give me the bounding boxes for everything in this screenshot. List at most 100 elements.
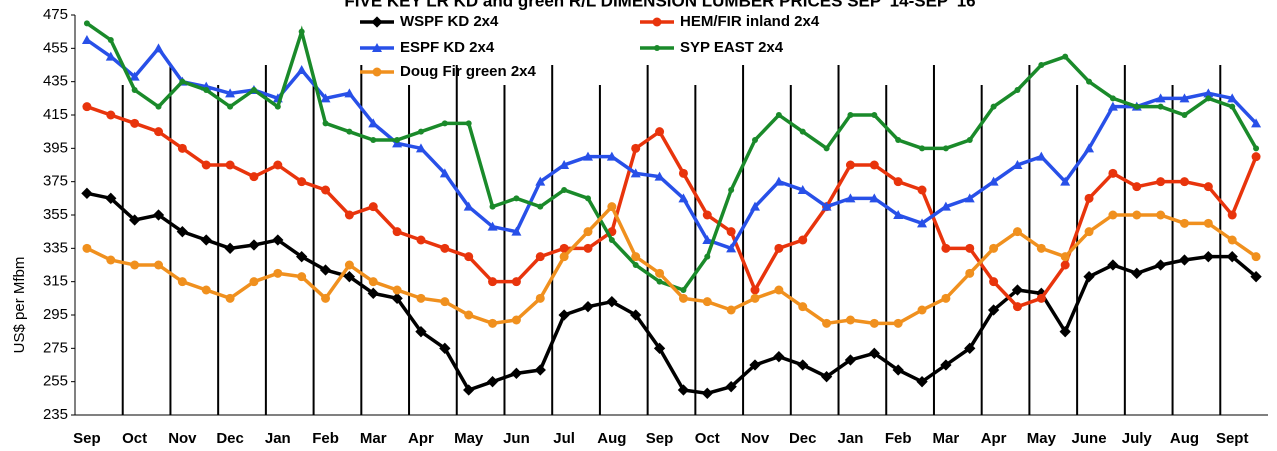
point [296,65,307,74]
point [823,145,830,152]
point [965,268,975,278]
point [128,214,141,226]
y-axis-label: US$ per Mfbm [11,257,28,354]
point [749,359,761,371]
point [583,227,593,237]
point [1179,177,1189,187]
point [607,202,617,212]
point [1229,103,1236,110]
point [1179,218,1189,228]
point [155,103,162,110]
point [1156,210,1166,220]
point [154,260,164,270]
point [822,318,832,328]
point [774,285,784,295]
point [561,187,568,193]
point [799,128,806,135]
point [273,268,283,278]
point [201,285,211,295]
point [559,243,569,253]
legend-marker [654,45,660,51]
point [344,260,354,270]
y-tick-label: 435 [43,73,68,90]
point [1227,93,1238,103]
point [465,120,472,127]
point [346,128,353,135]
point [535,293,545,303]
point [1253,145,1260,152]
point [1083,271,1095,283]
point [487,221,498,231]
x-tick-label: June [1072,430,1107,447]
point [106,110,116,120]
point [153,43,164,53]
point [989,243,999,253]
legend-label: WSPF KD 2x4 [400,13,499,30]
point [940,201,951,211]
point [559,160,570,169]
point [534,364,546,376]
point [940,359,952,371]
point [1154,259,1167,271]
point [1012,160,1023,169]
point [1060,176,1071,186]
point [630,309,642,321]
point [464,252,474,262]
point [847,112,854,118]
point [1086,78,1093,85]
point [893,210,904,219]
point [678,193,689,203]
point [1203,182,1213,192]
point [1014,87,1021,93]
point [1251,152,1261,162]
point [631,252,641,262]
point [224,242,236,254]
point [774,243,784,253]
point [1131,267,1143,279]
point [725,381,737,393]
point [416,235,426,245]
x-tick-label: Dec [216,430,244,447]
point [489,203,496,210]
x-tick-label: Oct [122,430,147,447]
point [797,359,809,371]
point [1107,259,1119,271]
point [343,271,356,283]
point [1132,210,1142,220]
point [392,285,402,295]
point [82,102,92,112]
point [152,209,165,221]
point [1157,103,1164,110]
y-tick-label: 395 [43,139,68,156]
point [655,127,665,137]
point [225,88,236,98]
point [917,185,927,195]
point [415,143,426,153]
y-tick-label: 235 [43,406,68,423]
point [203,87,210,93]
point [82,243,92,253]
point [631,143,641,153]
point [511,226,522,236]
point [440,297,450,307]
point [370,137,377,143]
point [582,151,593,161]
point [916,376,928,388]
point [130,260,140,270]
point [439,342,451,354]
x-tick-label: Jul [553,430,575,447]
x-tick-label: May [1027,430,1057,447]
point [298,28,305,35]
point [321,185,331,195]
x-tick-label: Mar [933,430,960,447]
y-tick-label: 315 [43,273,68,290]
point [895,137,902,143]
point [511,315,521,325]
point [1084,143,1095,153]
point [1109,95,1116,102]
y-tick-label: 275 [43,339,68,356]
point [964,193,975,203]
point [1012,302,1022,312]
point [820,371,833,383]
point [678,293,688,303]
